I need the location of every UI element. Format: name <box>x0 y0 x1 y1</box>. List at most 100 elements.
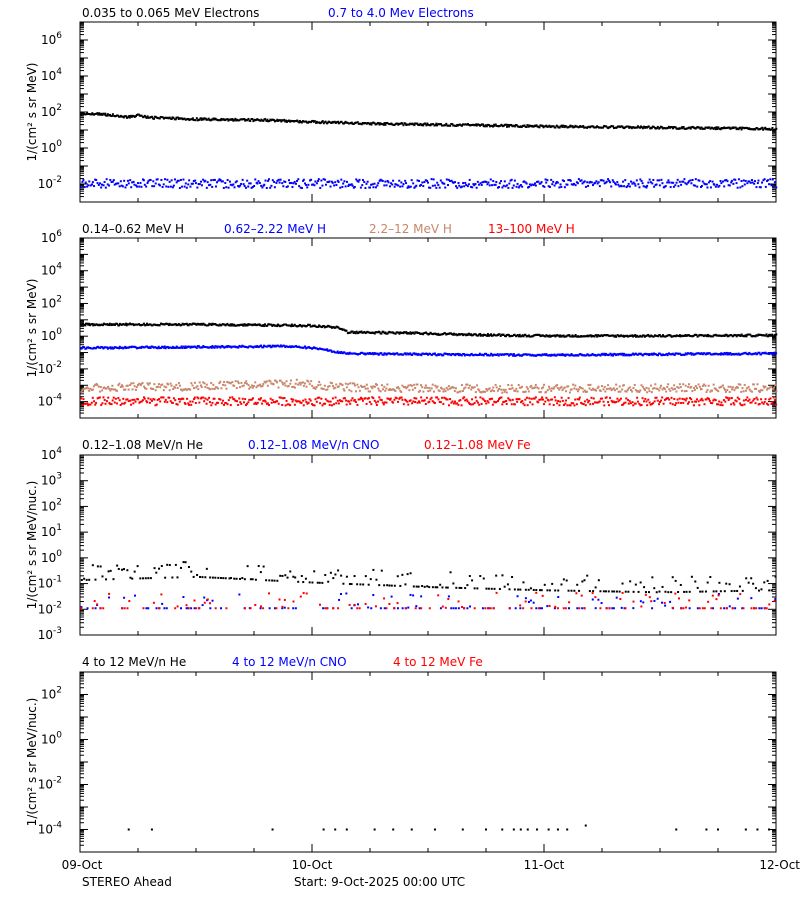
data-point <box>307 380 310 383</box>
data-point <box>283 382 286 385</box>
data-point <box>225 118 228 121</box>
data-point <box>314 180 317 183</box>
data-point <box>773 399 776 402</box>
data-point <box>772 335 775 338</box>
data-point <box>375 401 378 404</box>
data-point <box>285 119 288 122</box>
data-point <box>179 178 182 181</box>
data-point <box>626 185 629 188</box>
data-point <box>87 112 90 115</box>
data-point <box>694 353 697 356</box>
data-point <box>612 400 615 403</box>
data-point <box>409 593 412 596</box>
data-point <box>683 390 686 393</box>
data-point <box>124 388 127 391</box>
data-point <box>198 183 201 186</box>
data-point <box>455 124 458 127</box>
data-point <box>760 353 763 356</box>
data-point <box>102 607 105 610</box>
data-point <box>116 346 119 349</box>
data-point <box>357 353 360 356</box>
data-point <box>554 335 557 338</box>
data-point <box>616 387 619 390</box>
data-point <box>239 401 242 404</box>
data-point <box>138 185 141 188</box>
data-point <box>509 179 512 182</box>
data-point <box>542 403 545 406</box>
data-point <box>350 330 353 333</box>
data-point <box>673 334 676 337</box>
data-point <box>444 390 447 393</box>
data-point <box>553 386 556 389</box>
data-point <box>173 386 176 389</box>
data-point <box>383 607 386 610</box>
data-point <box>392 352 395 355</box>
data-point <box>155 571 158 574</box>
data-point <box>103 180 106 183</box>
data-point <box>604 390 607 393</box>
data-point <box>170 179 173 182</box>
data-point <box>97 183 100 186</box>
data-point <box>408 389 411 392</box>
data-point <box>498 124 501 127</box>
data-point <box>603 352 606 355</box>
data-point <box>324 398 327 401</box>
data-point <box>522 353 525 356</box>
data-point <box>306 346 309 349</box>
data-point <box>519 184 522 187</box>
data-point <box>364 602 367 605</box>
data-point <box>659 386 662 389</box>
data-point <box>160 565 163 568</box>
data-point <box>157 383 160 386</box>
data-point <box>753 180 756 183</box>
data-point <box>204 385 207 388</box>
data-point <box>331 382 334 385</box>
data-point <box>139 577 142 580</box>
data-point <box>281 397 284 400</box>
data-point <box>287 607 290 610</box>
data-point <box>515 398 518 401</box>
data-point <box>749 352 752 355</box>
data-point <box>219 179 222 182</box>
data-point <box>648 353 651 356</box>
data-point <box>646 126 649 129</box>
data-point <box>487 587 490 590</box>
data-point <box>261 346 264 349</box>
data-point <box>440 387 443 390</box>
data-point <box>190 403 193 406</box>
data-point <box>108 401 111 404</box>
legend-entry: 0.12–1.08 MeV Fe <box>424 438 531 452</box>
data-point <box>292 600 295 603</box>
data-point <box>740 128 743 131</box>
data-point <box>202 118 205 121</box>
data-point <box>605 125 608 128</box>
data-point <box>275 380 278 383</box>
data-point <box>297 178 300 181</box>
data-point <box>696 586 699 589</box>
data-point <box>124 401 127 404</box>
data-point <box>538 398 541 401</box>
data-point <box>480 334 483 337</box>
data-point <box>166 116 169 119</box>
data-point <box>608 353 611 356</box>
data-point <box>371 183 374 186</box>
data-point <box>628 126 631 129</box>
data-point <box>668 388 671 391</box>
data-point <box>261 402 264 405</box>
data-point <box>675 390 678 393</box>
data-point <box>297 580 300 583</box>
data-point <box>429 124 432 127</box>
data-point <box>563 335 566 338</box>
data-point <box>529 354 532 357</box>
data-point <box>381 388 384 391</box>
data-point <box>212 179 215 182</box>
data-point <box>380 399 383 402</box>
data-point <box>194 182 197 185</box>
data-point <box>720 385 723 388</box>
data-point <box>395 397 398 400</box>
data-point <box>530 384 533 387</box>
data-point <box>575 335 578 338</box>
data-point <box>224 384 227 387</box>
data-point <box>142 396 145 399</box>
data-point <box>241 178 244 181</box>
